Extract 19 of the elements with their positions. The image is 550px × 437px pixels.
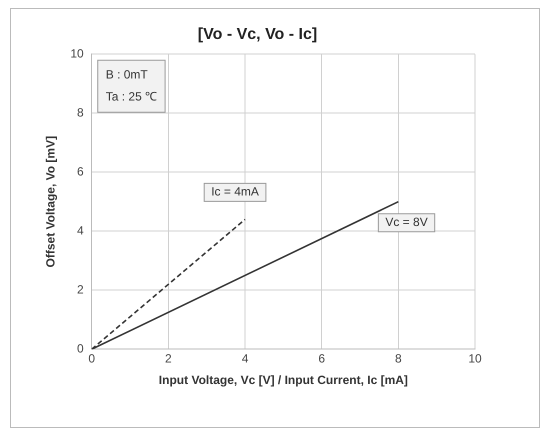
y-tick-label: 10	[70, 46, 84, 61]
series-label: Vc = 8V	[385, 215, 428, 230]
x-tick-label: 4	[242, 352, 249, 366]
text: Ic = 4mA	[211, 184, 259, 199]
chart-title: [Vo - Vc, Vo - Ic]	[198, 26, 318, 44]
y-tick-label: 0	[77, 342, 84, 356]
x-tick-label: 2	[165, 352, 172, 366]
y-tick-label: 8	[77, 106, 84, 120]
x-tick-label: 0	[88, 352, 96, 366]
x-tick-label: 10	[468, 352, 482, 366]
y-tick-label: 6	[77, 164, 84, 179]
x-axis-title: Input Voltage, Vc [V] / Input Current, Ic [mA]	[158, 373, 408, 388]
annotation: B : 0mT	[106, 68, 148, 82]
x-tick-label: 6	[318, 352, 326, 366]
annotation: Ta : 25 ℃	[106, 90, 158, 104]
y-axis-title: Offset Voltage, Vo [mV]	[44, 136, 58, 268]
y-tick-label: 4	[77, 224, 84, 238]
y-tick-label: 2	[77, 282, 84, 297]
x-tick-label: 8	[395, 352, 402, 366]
